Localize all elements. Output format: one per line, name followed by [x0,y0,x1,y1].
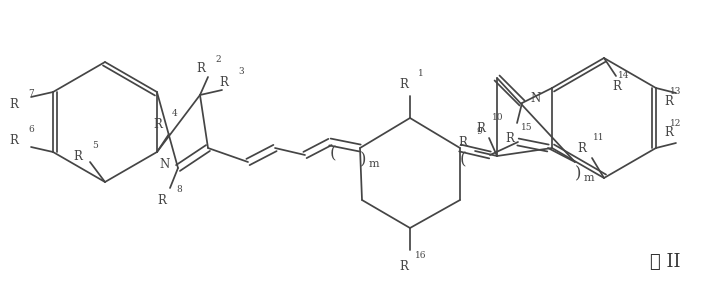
Text: 12: 12 [670,118,681,128]
Text: 6: 6 [28,126,34,134]
Text: 1: 1 [418,69,424,79]
Text: R: R [73,149,82,162]
Text: 4: 4 [172,109,178,118]
Text: R: R [506,132,514,145]
Text: R: R [9,98,18,111]
Text: 2: 2 [216,54,220,63]
Text: m: m [584,173,594,183]
Text: ): ) [359,151,367,168]
Text: R: R [157,194,166,206]
Text: R: R [219,75,228,88]
Text: N: N [160,158,170,171]
Text: 11: 11 [593,134,605,143]
Text: 14: 14 [618,71,630,81]
Text: R: R [664,126,673,139]
Text: 3: 3 [238,67,244,77]
Text: (: ( [459,151,467,168]
Text: 13: 13 [670,88,681,96]
Text: R: R [9,134,18,147]
Text: 16: 16 [415,251,427,261]
Text: 8: 8 [176,185,182,194]
Text: R: R [612,79,621,92]
Text: m: m [369,159,379,169]
Text: 5: 5 [92,141,98,151]
Text: R: R [664,96,673,109]
Text: 7: 7 [28,90,34,98]
Text: R: R [153,118,162,130]
Text: 式 II: 式 II [649,253,680,271]
Text: R: R [399,77,408,90]
Text: N: N [530,92,540,105]
Text: R: R [399,259,408,272]
Text: R: R [196,62,205,75]
Text: 9: 9 [476,128,482,137]
Text: ): ) [575,166,581,183]
Text: R: R [458,135,467,149]
Text: (: ( [330,145,336,162]
Text: R: R [476,122,485,134]
Text: 15: 15 [521,124,533,132]
Text: 10: 10 [492,113,504,122]
Text: R: R [577,141,586,154]
